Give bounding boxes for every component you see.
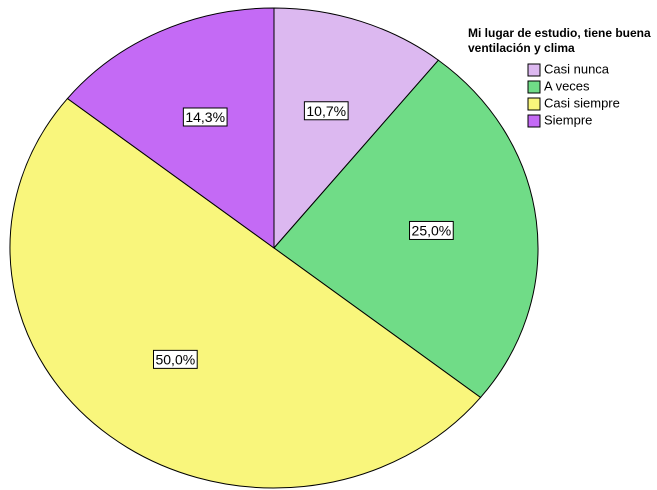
data-label: 10,7% <box>303 101 349 121</box>
pie-slice <box>273 7 440 250</box>
data-label-box <box>303 101 349 121</box>
legend-swatch <box>527 114 541 128</box>
data-label-box <box>182 107 228 127</box>
data-label-box <box>152 349 198 369</box>
pie-slice <box>66 7 275 249</box>
legend-swatch <box>527 97 541 111</box>
data-label: 25,0% <box>409 220 454 240</box>
legend-title: Mi lugar de estudio, tiene buena ventila… <box>468 26 651 55</box>
legend-swatch <box>527 63 541 77</box>
legend-swatch <box>527 80 541 94</box>
pie-slice <box>273 59 539 399</box>
pie-slice <box>9 97 482 489</box>
legend-label: Casi siempre <box>544 95 620 110</box>
data-label-text: 10,7% <box>306 103 346 119</box>
data-label-text: 14,3% <box>185 109 225 125</box>
legend-label: Siempre <box>544 112 592 127</box>
data-label-box <box>409 220 454 240</box>
data-label: 50,0% <box>152 349 198 369</box>
data-label-text: 50,0% <box>155 351 195 367</box>
data-label: 14,3% <box>182 107 228 127</box>
data-label-text: 25,0% <box>412 222 452 238</box>
legend-label: A veces <box>544 78 590 93</box>
legend-label: Casi nunca <box>544 61 610 76</box>
